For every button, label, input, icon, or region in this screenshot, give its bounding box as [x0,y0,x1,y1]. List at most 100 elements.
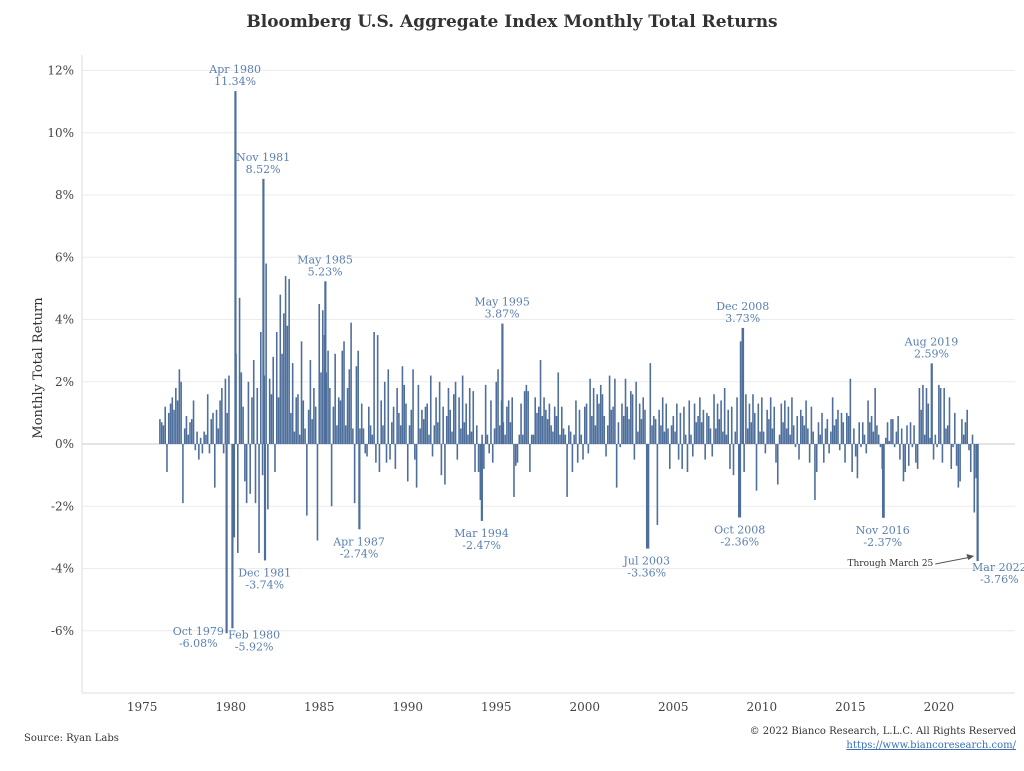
data-label-date: Mar 1994 [454,527,509,540]
bar [318,303,321,445]
bar [180,381,182,445]
bar [394,444,397,469]
bar [594,425,597,445]
bar [651,425,653,445]
bar [440,444,443,476]
bar [833,425,836,445]
bar [536,412,538,445]
bar [649,363,652,445]
bar [895,431,898,445]
bar [562,428,565,445]
bar [725,434,728,445]
bar [452,394,455,445]
bar [348,369,351,445]
bar [378,444,381,473]
bar [966,409,968,445]
bar [476,425,478,445]
bar [189,422,191,445]
bar [470,431,473,445]
y-tick-label: 6% [55,250,74,264]
bar [815,444,818,473]
bar [385,444,388,463]
bar [336,425,338,445]
bar [952,444,954,448]
bar [383,381,386,445]
bar [265,263,267,445]
bar [936,444,938,448]
bar [658,409,660,445]
bar [167,412,170,445]
data-label-value: -2.47% [462,539,501,552]
bar [555,416,558,445]
bar [198,444,200,460]
bar [589,378,591,445]
bar [837,409,839,445]
bar [454,381,457,445]
bar [506,406,508,445]
bar [635,381,637,445]
bar [568,425,570,445]
bar [615,444,618,488]
bar [831,397,834,445]
bar [495,381,498,445]
bar [212,412,214,445]
bar [261,444,264,476]
y-tick-label: 12% [47,64,74,78]
x-tick-label: 2010 [747,700,778,714]
bar [695,422,698,445]
bar [801,416,804,445]
bar [460,428,462,445]
bar [306,444,308,516]
bar [614,378,616,445]
bar [849,378,852,445]
bar [761,397,763,445]
bar [185,416,188,445]
bar [210,419,213,445]
bar [160,422,163,445]
bar [249,444,251,494]
bar [445,416,448,445]
bar [164,406,167,445]
bar [890,419,892,445]
bar [913,425,915,445]
bar [679,412,682,445]
bar [865,444,868,454]
data-label-value: 3.73% [725,312,760,325]
bar [238,297,241,445]
bar [598,403,600,445]
bar [486,434,489,445]
callout-label: Through March 25 [848,559,934,569]
bar [647,444,650,549]
bar [823,444,825,463]
bar [277,397,280,445]
bar [892,419,894,445]
bar [337,397,340,445]
bar [283,313,285,445]
bar [780,403,783,445]
bar [424,406,427,445]
bar [525,384,528,445]
bar [491,444,494,463]
bar [707,416,710,445]
bar [497,369,499,445]
bar [576,444,579,463]
bar [945,428,947,445]
bar [775,444,777,463]
bar [762,431,765,445]
x-tick-label: 2020 [924,700,955,714]
bar-annotated [501,323,504,445]
bar [807,428,809,445]
bar [192,400,195,445]
bar [746,428,749,445]
bar [718,419,721,445]
bar [194,444,197,451]
bar [961,419,963,445]
bar [484,384,487,445]
bar [700,422,703,445]
bar-annotated [231,444,234,629]
bar [957,444,960,488]
bar [364,444,367,454]
website-link[interactable]: https://www.biancoresearch.com/ [846,740,1016,751]
bar [346,388,349,445]
bar [236,444,239,553]
